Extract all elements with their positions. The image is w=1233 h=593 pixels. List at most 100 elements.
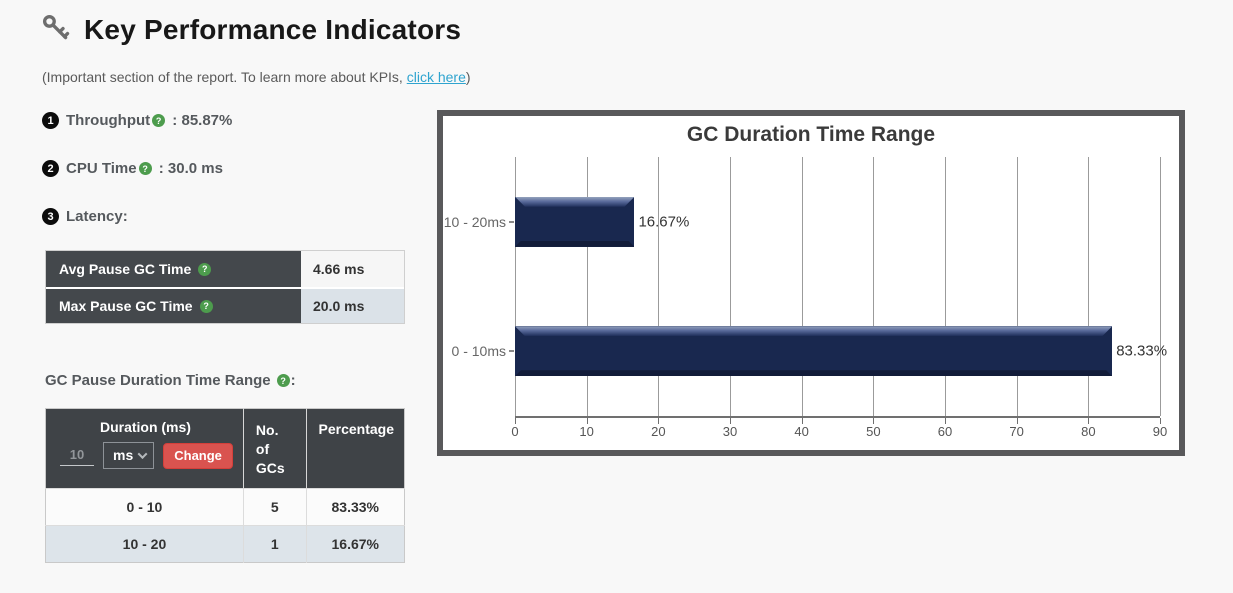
x-tick-label: 70 xyxy=(1009,424,1024,439)
axis-tick xyxy=(945,418,946,424)
x-tick-label: 60 xyxy=(937,424,953,439)
gridline xyxy=(801,157,803,416)
table-row: Avg Pause GC Time? 4.66 ms xyxy=(46,251,404,287)
max-pause-label: Max Pause GC Time xyxy=(59,298,193,314)
axis-tick xyxy=(1088,418,1090,424)
page-title: Key Performance Indicators xyxy=(84,14,462,45)
unit-select[interactable]: ms xyxy=(103,442,155,469)
kpi-cpu-time-label: CPU Time xyxy=(66,160,137,177)
axis-tick xyxy=(658,418,660,424)
duration-input[interactable] xyxy=(60,445,94,466)
kpi-throughput: 1 Throughput? : 85.87% xyxy=(42,112,232,129)
help-icon[interactable]: ? xyxy=(152,114,166,127)
chart-band: 0 - 10ms 83.33% xyxy=(452,287,1167,417)
duration-cell: 0 - 10 xyxy=(45,487,244,526)
kpi-cpu-time-value: : 30.0 ms xyxy=(154,160,223,177)
axis-tick xyxy=(515,418,516,424)
gridline xyxy=(873,157,875,416)
table-row: 10 - 20 1 16.67% xyxy=(45,524,405,563)
gc-pause-range-heading: GC Pause Duration Time Range?: xyxy=(45,372,296,389)
kpi-latency-colon: : xyxy=(122,208,128,225)
kpi-learn-more-link[interactable]: click here xyxy=(406,69,466,85)
duration-range-table: Duration (ms) ms Change No. of GCs Perce… xyxy=(45,408,405,563)
subtitle-suffix: ) xyxy=(465,69,471,85)
kpi-latency-text: Latency: xyxy=(66,208,128,225)
x-tick-label: 50 xyxy=(866,424,881,439)
bar-value-label: 83.33% xyxy=(1116,342,1168,360)
range-heading-label: GC Pause Duration Time Range xyxy=(45,372,271,389)
chart-xticks: 0 10 20 30 40 50 60 70 80 90 xyxy=(511,416,1167,439)
kpi-throughput-label: Throughput xyxy=(66,112,151,129)
gridline xyxy=(945,157,946,416)
x-tick-label: 30 xyxy=(722,424,738,439)
category-tick xyxy=(509,220,514,223)
axis-tick xyxy=(730,418,731,424)
key-icon xyxy=(40,12,71,48)
latency-table: Avg Pause GC Time? 4.66 ms Max Pause GC … xyxy=(45,250,405,324)
help-icon[interactable]: ? xyxy=(198,262,212,276)
bar xyxy=(515,326,1113,377)
x-tick-label: 0 xyxy=(511,424,519,439)
gridline xyxy=(1016,157,1018,416)
help-icon[interactable]: ? xyxy=(199,299,213,313)
range-heading-colon: : xyxy=(290,372,296,389)
subtitle-prefix: (Important section of the report. To lea… xyxy=(42,69,407,85)
axis-tick xyxy=(1016,418,1018,424)
gridline xyxy=(515,157,516,416)
bar xyxy=(515,196,635,247)
axis-tick xyxy=(801,418,803,424)
bar-value-label: 16.67% xyxy=(638,213,690,231)
unit-select-value: ms xyxy=(113,447,134,463)
kpi-latency-label: Latency xyxy=(66,208,123,225)
percentage-cell: 16.67% xyxy=(306,524,405,563)
x-tick-label: 20 xyxy=(651,424,666,439)
avg-pause-value: 4.66 ms xyxy=(301,251,404,287)
number-badge-3: 3 xyxy=(42,208,59,225)
page-header: Key Performance Indicators xyxy=(40,12,461,48)
chart-plot: 0 10 20 30 40 50 60 70 80 90 10 - 20ms 16.67% 0 - 1… xyxy=(444,157,1167,439)
table-header-row: Duration (ms) ms Change No. of GCs Perce… xyxy=(45,408,405,489)
section-subtitle: (Important section of the report. To lea… xyxy=(42,69,471,85)
count-cell: 1 xyxy=(243,524,307,563)
chart-band: 10 - 20ms 16.67% xyxy=(444,157,1160,287)
max-pause-value: 20.0 ms xyxy=(301,289,404,323)
chart-title: GC Duration Time Range xyxy=(686,123,936,146)
duration-cell: 10 - 20 xyxy=(45,524,244,563)
kpi-throughput-text: Throughput? : 85.87% xyxy=(66,112,232,129)
chevron-down-icon xyxy=(137,448,148,459)
count-cell: 5 xyxy=(243,487,307,526)
count-header-cell: No. of GCs xyxy=(243,408,307,489)
max-pause-label-cell: Max Pause GC Time? xyxy=(46,289,301,323)
avg-pause-label: Avg Pause GC Time xyxy=(59,261,192,277)
duration-header-label: Duration (ms) xyxy=(99,419,191,435)
gc-duration-chart: GC Duration Time Range 0 10 20 30 40 50 60 70 80… xyxy=(437,110,1185,456)
category-tick xyxy=(509,350,514,353)
help-icon[interactable]: ? xyxy=(138,162,152,175)
category-label: 10 - 20ms xyxy=(443,213,506,230)
category-label: 0 - 10ms xyxy=(451,343,506,360)
duration-controls: ms Change xyxy=(58,442,233,469)
axis-tick xyxy=(1160,418,1161,424)
gridline xyxy=(730,157,731,416)
gridline xyxy=(586,157,588,416)
table-row: 0 - 10 5 83.33% xyxy=(45,487,405,526)
change-button[interactable]: Change xyxy=(163,442,233,469)
avg-pause-label-cell: Avg Pause GC Time? xyxy=(46,251,301,287)
gridline xyxy=(658,157,660,416)
gridline xyxy=(1088,157,1090,416)
kpi-cpu-time-text: CPU Time? : 30.0 ms xyxy=(66,160,223,177)
table-row: Max Pause GC Time? 20.0 ms xyxy=(46,287,404,323)
x-tick-label: 40 xyxy=(794,424,809,439)
number-badge-1: 1 xyxy=(42,112,59,129)
gridline xyxy=(1160,157,1161,416)
percentage-header-cell: Percentage xyxy=(306,408,405,489)
x-tick-label: 90 xyxy=(1152,424,1168,439)
percentage-cell: 83.33% xyxy=(306,487,405,526)
help-icon[interactable]: ? xyxy=(276,374,290,387)
x-tick-label: 80 xyxy=(1081,424,1096,439)
duration-header-cell: Duration (ms) ms Change xyxy=(45,408,244,489)
axis-tick xyxy=(586,418,588,424)
x-tick-label: 10 xyxy=(579,424,594,439)
kpi-throughput-value: : 85.87% xyxy=(168,112,233,129)
